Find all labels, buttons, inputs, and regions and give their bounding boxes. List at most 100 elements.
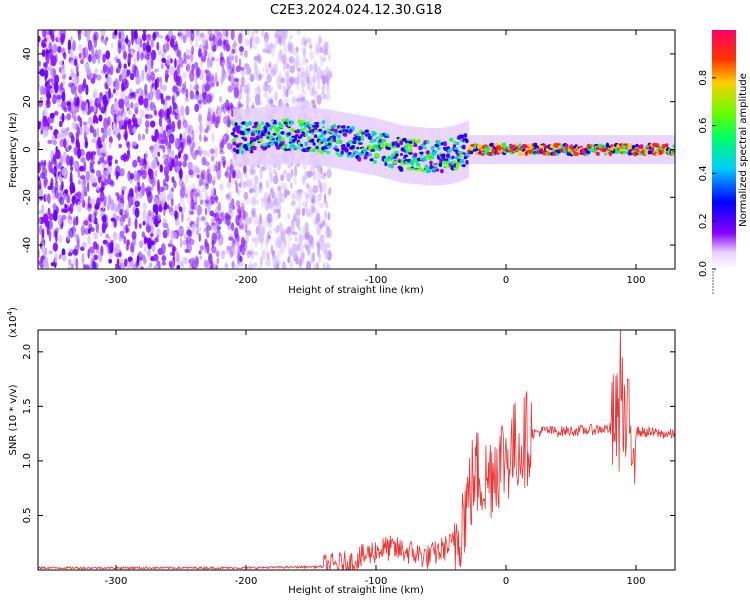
heatmap-cell [323,108,326,167]
heatmap-cell [117,115,123,121]
heatmap-cell [42,213,49,224]
heatmap-cell [242,181,248,186]
heatmap-cell [101,191,105,197]
heatmap-cell [130,91,135,97]
heatmap-cell [143,257,147,264]
heatmap-cell [421,127,424,185]
heatmap-cell [204,199,210,204]
heatmap-cell [123,63,127,70]
heatmap-cell [100,209,105,217]
heatmap-cell [243,240,248,252]
heatmap-cell [463,133,468,138]
heatmap-cell [461,144,467,150]
heatmap-cell [367,135,373,140]
heatmap-cell [316,86,323,91]
y-tick-label: -40 [22,237,33,253]
heatmap-cell [57,162,62,170]
heatmap-cell [85,102,89,115]
heatmap-cell [333,132,339,137]
heatmap-cell [88,227,91,234]
heatmap-cell [179,121,184,131]
heatmap-cell [278,35,282,45]
heatmap-cell [454,125,457,183]
heatmap-cell [148,169,154,180]
heatmap-cell [59,196,65,206]
heatmap-cell [57,46,62,53]
heatmap-cell [332,123,337,128]
heatmap-cell [127,149,130,156]
heatmap-cell [267,213,273,224]
heatmap-cell [226,165,231,171]
heatmap-cell [287,213,291,220]
heatmap-cell [198,250,202,255]
heatmap-cell [343,112,346,170]
heatmap-cell [635,143,639,148]
heatmap-cell [260,227,265,238]
heatmap-cell [254,36,260,45]
heatmap-cell [267,144,271,148]
heatmap-cell [302,47,307,60]
heatmap-cell [403,154,409,158]
heatmap-cell [198,189,202,202]
heatmap-cell [116,68,119,74]
heatmap-cell [211,92,214,99]
heatmap-cell [207,262,211,269]
heatmap-cell [325,74,329,84]
heatmap-cell [194,192,200,197]
heatmap-cell [122,85,126,91]
heatmap-cell [97,143,102,149]
heatmap-cell [72,40,76,52]
heatmap-cell [182,83,185,94]
heatmap-cell [318,38,323,44]
heatmap-cell [174,58,177,69]
heatmap-cell [208,51,214,63]
heatmap-cell [260,256,263,267]
heatmap-cell [237,244,241,257]
heatmap-cell [249,244,253,256]
heatmap-cell [281,137,285,142]
heatmap-cell [318,252,321,264]
heatmap-cell [61,214,67,221]
heatmap-cell [372,138,378,142]
heatmap-cell [298,232,302,241]
heatmap-cell [408,148,414,153]
heatmap-cell [327,76,331,88]
heatmap-cell [138,258,142,269]
heatmap-cell [134,217,138,230]
heatmap-cell [77,85,83,94]
heatmap-cell [319,216,324,223]
heatmap-cell [180,155,185,163]
heatmap-cell [293,176,297,185]
heatmap-cell [142,42,147,51]
heatmap-cell [129,260,135,268]
heatmap-cell [66,101,71,107]
heatmap-cell [309,63,313,72]
heatmap-cell [302,191,307,196]
heatmap-cell [296,30,301,35]
heatmap-cell [166,107,170,120]
heatmap-cell [207,52,211,63]
heatmap-cell [462,152,466,155]
heatmap-cell [141,133,146,141]
heatmap-cell [242,196,246,209]
heatmap-cell [156,31,160,37]
heatmap-cell [335,148,340,152]
heatmap-cell [240,246,246,256]
heatmap-cell [237,205,241,215]
heatmap-cell [418,127,421,185]
heatmap-cell [204,242,207,254]
heatmap-cell [245,55,249,60]
heatmap-cell [132,140,138,147]
heatmap-cell [252,173,258,181]
heatmap-cell [215,206,221,215]
heatmap-cell [316,208,320,217]
heatmap-cell [173,180,177,189]
heatmap-cell [112,88,116,94]
heatmap-cell [57,214,63,226]
heatmap-cell [198,48,202,58]
heatmap-cell [221,211,225,222]
heatmap-cell [106,202,111,211]
heatmap-cell [269,189,275,197]
heatmap-cell [228,236,234,241]
heatmap-cell [155,204,159,216]
